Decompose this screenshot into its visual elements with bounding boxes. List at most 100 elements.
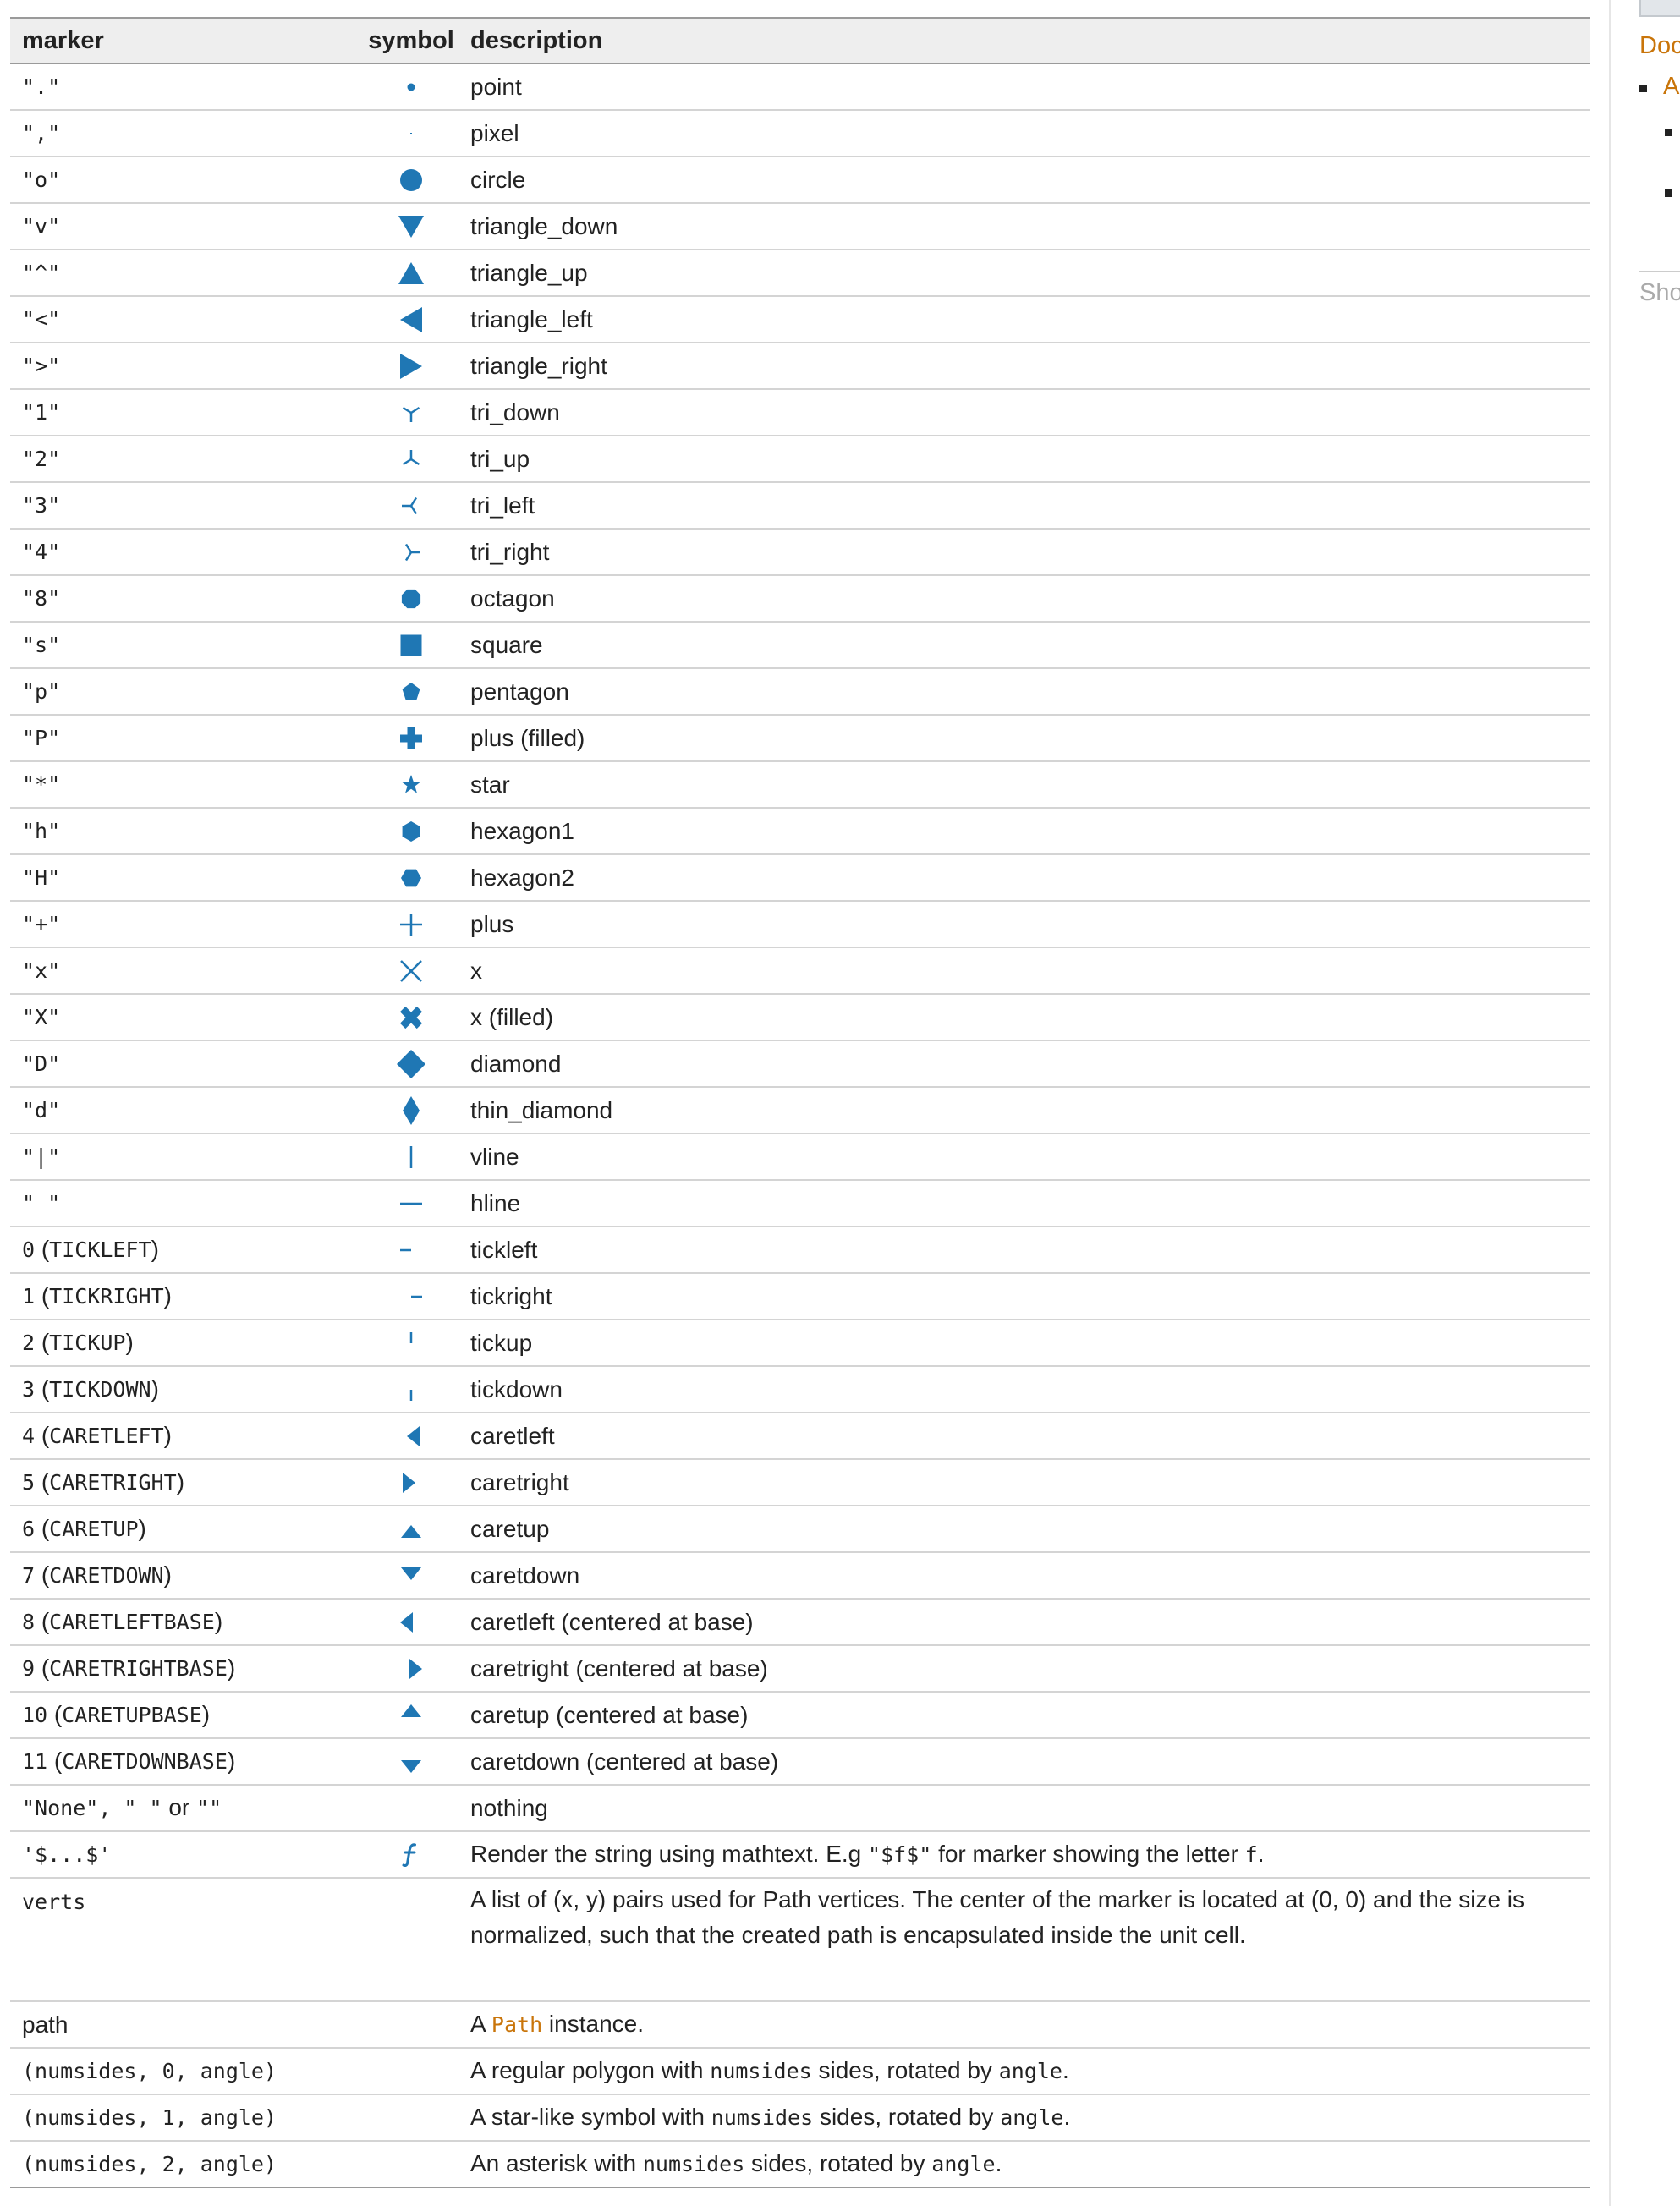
symbol-cell xyxy=(364,622,458,668)
marker-cell: "d" xyxy=(22,1098,61,1122)
marker-cell: "X" xyxy=(22,1005,61,1029)
symbol-cell xyxy=(364,529,458,575)
tickleft-icon xyxy=(400,1249,411,1252)
symbol-cell xyxy=(364,1599,458,1645)
symbol-cell xyxy=(364,808,458,854)
marker-cell: '$...$' xyxy=(22,1842,112,1867)
marker-cell: 10 (CARETUPBASE) xyxy=(22,1701,211,1727)
sidebar-show-source-link[interactable]: Sho xyxy=(1639,279,1680,306)
tickright-icon xyxy=(411,1296,422,1298)
table-row: 7 (CARETDOWN) caretdown xyxy=(10,1552,1590,1599)
symbol-cell xyxy=(364,250,458,296)
table-row: "3" tri_left xyxy=(10,482,1590,529)
description-cell: point xyxy=(470,73,522,100)
plus-filled-icon xyxy=(400,727,422,750)
description-cell: circle xyxy=(470,166,526,193)
pixel-icon xyxy=(410,133,412,135)
table-row: "_" hline xyxy=(10,1180,1590,1226)
symbol-cell xyxy=(364,1180,458,1226)
description-cell: A star-like symbol with numsides sides, … xyxy=(470,2104,1071,2130)
sidebar-doc-link[interactable]: Doc xyxy=(1639,32,1680,59)
symbol-cell xyxy=(364,1226,458,1273)
marker-cell: 3 (TICKDOWN) xyxy=(22,1375,159,1402)
symbol-cell xyxy=(364,156,458,203)
description-cell: plus (filled) xyxy=(470,724,585,751)
table-row: "^" triangle_up xyxy=(10,250,1590,296)
table-row: "s" square xyxy=(10,622,1590,668)
symbol-cell xyxy=(364,343,458,389)
table-row: "h" hexagon1 xyxy=(10,808,1590,854)
marker-cell: "p" xyxy=(22,679,61,704)
table-row: 9 (CARETRIGHTBASE) caretright (centered … xyxy=(10,1645,1590,1692)
symbol-cell xyxy=(364,1413,458,1459)
marker-cell: "+" xyxy=(22,912,61,936)
table-row: "," pixel xyxy=(10,110,1590,156)
description-cell: tickleft xyxy=(470,1236,538,1263)
description-cell: caretright (centered at base) xyxy=(470,1654,768,1682)
description-cell: tri_left xyxy=(470,491,535,519)
caretleft-icon xyxy=(407,1426,420,1447)
symbol-cell xyxy=(364,2094,458,2141)
symbol-cell xyxy=(364,1552,458,1599)
table-row: 6 (CARETUP) caretup xyxy=(10,1506,1590,1552)
description-cell: tri_right xyxy=(470,538,550,565)
description-cell: triangle_down xyxy=(470,212,618,239)
description-cell: tickright xyxy=(470,1282,552,1309)
description-cell: A Path instance. xyxy=(470,2011,644,2037)
caretright-base-icon xyxy=(409,1659,422,1680)
table-row: 0 (TICKLEFT) tickleft xyxy=(10,1226,1590,1273)
marker-cell: "H" xyxy=(22,865,61,890)
description-cell: pentagon xyxy=(470,678,569,705)
diamond-icon xyxy=(397,1050,425,1079)
sidebar-item-link[interactable]: A xyxy=(1663,73,1680,100)
description-cell: tri_down xyxy=(470,398,560,425)
symbol-cell xyxy=(364,1878,458,2001)
mathtext-f-icon xyxy=(402,1843,416,1868)
symbol-cell xyxy=(364,668,458,715)
marker-cell: 11 (CARETDOWNBASE) xyxy=(22,1748,236,1774)
octagon-icon xyxy=(401,590,421,609)
table-row: 3 (TICKDOWN) tickdown xyxy=(10,1366,1590,1413)
table-row: "*" star xyxy=(10,761,1590,808)
marker-cell: "*" xyxy=(22,772,61,797)
marker-cell: "s" xyxy=(22,633,61,657)
table-header-row: marker symbol description xyxy=(10,18,1590,63)
description-cell: triangle_right xyxy=(470,352,607,379)
marker-cell: 4 (CARETLEFT) xyxy=(22,1422,172,1448)
table-row: "o" circle xyxy=(10,156,1590,203)
description-cell: Render the string using mathtext. E.g "$… xyxy=(470,1841,1265,1867)
symbol-cell xyxy=(364,1459,458,1506)
symbol-cell xyxy=(364,1831,458,1878)
table-row: 2 (TICKUP) tickup xyxy=(10,1320,1590,1366)
description-cell: hexagon1 xyxy=(470,817,575,844)
description-cell: x (filled) xyxy=(470,1003,554,1030)
tickdown-icon xyxy=(409,1390,413,1402)
table-row: "<" triangle_left xyxy=(10,296,1590,343)
symbol-cell xyxy=(364,1785,458,1831)
symbol-cell xyxy=(364,1087,458,1133)
marker-cell: "x" xyxy=(22,958,61,983)
symbol-cell xyxy=(364,2001,458,2048)
sidebar-button[interactable] xyxy=(1639,0,1680,17)
path-link[interactable]: Path xyxy=(491,2012,543,2037)
table-row: "X" x (filled) xyxy=(10,994,1590,1040)
caretup-base-icon xyxy=(401,1704,421,1718)
symbol-cell xyxy=(364,761,458,808)
triangle-up-icon xyxy=(398,262,424,285)
marker-cell: 7 (CARETDOWN) xyxy=(22,1561,172,1588)
thin-diamond-icon xyxy=(403,1096,420,1126)
bullet-icon xyxy=(1665,189,1672,197)
table-row: "P" plus (filled) xyxy=(10,715,1590,761)
header-symbol: symbol xyxy=(368,26,454,54)
description-cell: square xyxy=(470,631,543,658)
triangle-left-icon xyxy=(400,307,422,333)
table-row: 4 (CARETLEFT) caretleft xyxy=(10,1413,1590,1459)
marker-cell: "^" xyxy=(22,261,61,285)
description-cell: caretdown xyxy=(470,1561,580,1589)
star-icon xyxy=(401,775,421,793)
description-cell: thin_diamond xyxy=(470,1096,613,1123)
pentagon-icon xyxy=(402,683,420,700)
hexagon1-icon xyxy=(402,821,420,842)
table-row: "x" x xyxy=(10,947,1590,994)
right-sidebar: Doc A Sho xyxy=(1609,0,1680,2206)
